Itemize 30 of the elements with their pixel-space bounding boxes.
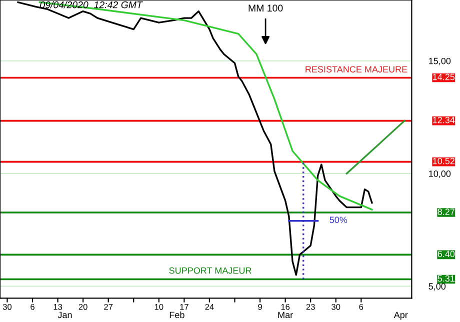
x-tick-label: 9	[258, 304, 262, 310]
ref-line-label: 8.27	[438, 208, 454, 215]
annotation: MM 100	[248, 4, 283, 12]
ref-line-label: 12.34	[433, 116, 455, 124]
ref-line-label: 6.40	[438, 250, 455, 258]
y-tick-label: 15,00	[429, 58, 451, 66]
annotation: SUPPORT MAJEUR	[169, 267, 252, 274]
x-tick-label: 6	[30, 304, 34, 310]
x-tick-label: 23	[306, 304, 315, 310]
x-tick-label: 16	[281, 304, 290, 310]
x-tick-label: 27	[104, 304, 113, 310]
x-tick-label: 10	[154, 304, 164, 310]
y-tick-label: 10,00	[429, 170, 451, 178]
annotation: RESISTANCE MAJEURE	[306, 66, 408, 72]
x-tick-label: 13	[54, 304, 62, 310]
x-tick-label: 30	[332, 304, 340, 310]
x-tick-label: 30	[2, 304, 12, 310]
annotation: 50%	[330, 216, 348, 224]
x2-tick-label: Feb	[170, 311, 184, 318]
x2-tick-label: Jan	[58, 312, 72, 318]
x-tick-label: 20	[78, 304, 88, 310]
x-tick-label: 6	[359, 304, 364, 310]
ref-line-label: 14.25	[433, 74, 455, 80]
x-tick-label: 17	[180, 304, 188, 310]
y-tick-label: 5,00	[428, 283, 446, 291]
x-tick-label: 24	[205, 304, 214, 310]
x2-tick-label: Mar	[278, 312, 293, 318]
ref-line-label: 10.52	[433, 158, 454, 164]
x2-tick-label: Apr	[394, 312, 408, 320]
ref-line-label: 5.31	[438, 275, 454, 282]
